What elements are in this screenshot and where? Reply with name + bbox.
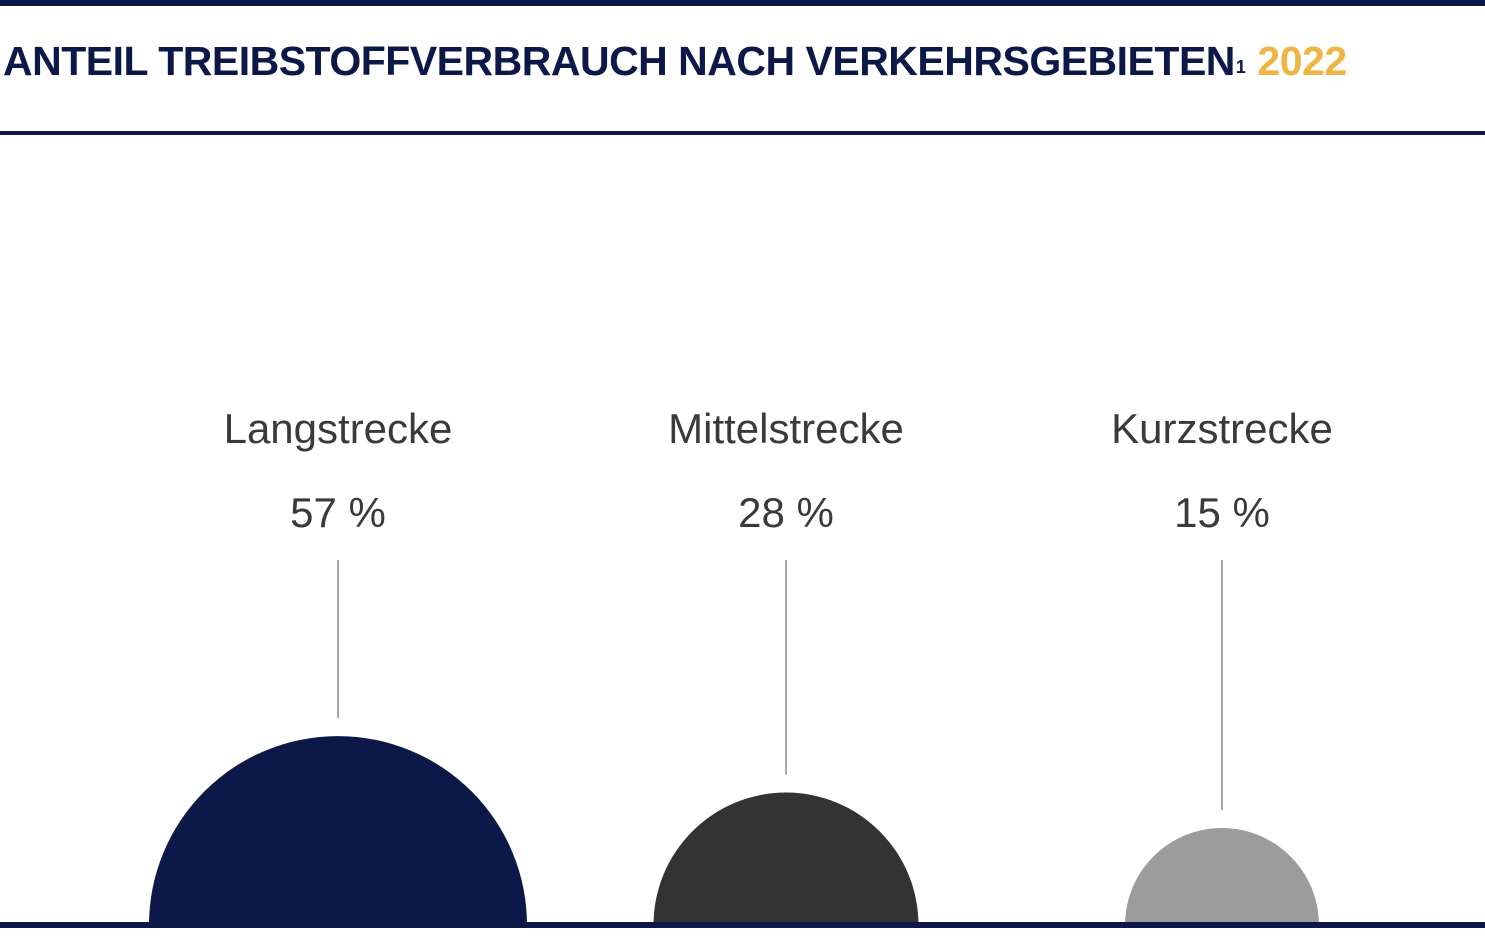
chart-title: ANTEIL TREIBSTOFFVERBRAUCH NACH VERKEHRS… bbox=[3, 36, 1347, 86]
footnote-mark: 1 bbox=[1235, 57, 1246, 77]
baseline-rule bbox=[0, 922, 1485, 928]
top-rule bbox=[0, 0, 1485, 6]
bubble-mittelstrecke bbox=[653, 792, 919, 925]
value-label-mittelstrecke: 28 % bbox=[738, 489, 834, 536]
title-year: 2022 bbox=[1257, 38, 1347, 84]
bubble-kurzstrecke bbox=[1125, 828, 1319, 925]
bubble-langstrecke bbox=[149, 736, 527, 925]
chart-title-text: ANTEIL TREIBSTOFFVERBRAUCH NACH VERKEHRS… bbox=[3, 38, 1235, 84]
category-label-langstrecke: Langstrecke bbox=[224, 405, 453, 452]
title-underline-rule bbox=[0, 131, 1485, 135]
category-label-mittelstrecke: Mittelstrecke bbox=[668, 405, 904, 452]
value-label-kurzstrecke: 15 % bbox=[1174, 489, 1270, 536]
chart-marks: Langstrecke 57 % Mittelstrecke 28 % Kurzstre… bbox=[149, 405, 1333, 925]
category-label-kurzstrecke: Kurzstrecke bbox=[1111, 405, 1333, 452]
value-label-langstrecke: 57 % bbox=[290, 489, 386, 536]
